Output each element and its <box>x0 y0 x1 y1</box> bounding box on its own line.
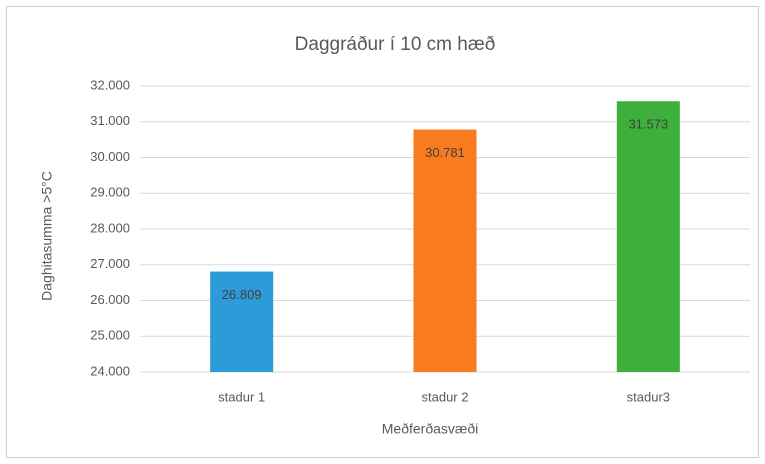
y-tick-label: 27.000 <box>90 256 130 271</box>
y-tick-label: 25.000 <box>90 328 130 343</box>
data-label: 26.809 <box>222 287 262 302</box>
y-axis-label: Daghitasumma >5°C <box>39 171 55 301</box>
bar <box>413 129 477 372</box>
y-tick-label: 31.000 <box>90 113 130 128</box>
y-tick-label: 29.000 <box>90 185 130 200</box>
y-tick-label: 26.000 <box>90 292 130 307</box>
bar <box>210 271 274 372</box>
x-axis-label: Meðferðasvæði <box>382 421 479 437</box>
data-label: 30.781 <box>425 145 465 160</box>
x-tick-label: stadur 2 <box>422 389 469 404</box>
x-tick-label: stadur 1 <box>218 389 265 404</box>
x-tick-label: stadur3 <box>627 389 670 404</box>
data-label: 31.573 <box>628 117 668 132</box>
y-tick-label: 32.000 <box>90 77 130 92</box>
chart-title: Daggráður í 10 cm hæð <box>295 34 496 55</box>
y-tick-label: 30.000 <box>90 149 130 164</box>
bar <box>616 101 680 372</box>
y-tick-label: 24.000 <box>90 363 130 378</box>
y-tick-label: 28.000 <box>90 220 130 235</box>
